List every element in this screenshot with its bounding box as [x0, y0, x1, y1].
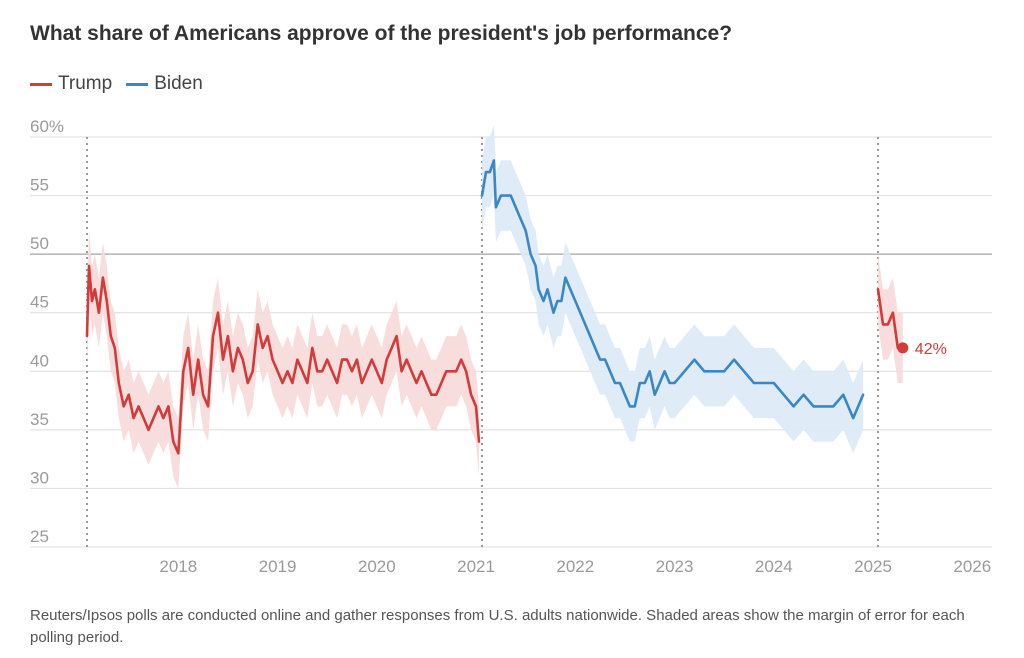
series-line-biden-1: [480, 159, 865, 420]
chart-title: What share of Americans approve of the p…: [30, 22, 733, 45]
x-tick-label: 2018: [159, 557, 197, 576]
legend-swatch-biden: [126, 82, 149, 86]
endpoint-label: 42%: [915, 341, 947, 358]
legend-item-trump: Trump: [30, 73, 112, 95]
x-tick-label: 2020: [358, 557, 396, 576]
y-tick-label: 60%: [30, 117, 64, 136]
legend-item-biden: Biden: [126, 73, 203, 95]
approval-chart: 25 30 35 40 45 50 55 60% 2018 2019 2020 2021 2022 202…: [30, 117, 992, 576]
legend-label-biden: Biden: [154, 73, 203, 94]
x-tick-label: 2019: [259, 557, 297, 576]
error-band-biden-1: [482, 125, 864, 454]
y-tick-label: 35: [30, 410, 49, 429]
x-tick-label: 2023: [656, 557, 694, 576]
legend-label-trump: Trump: [58, 73, 113, 94]
x-tick-label: 2022: [556, 557, 594, 576]
x-tick-label: 2024: [755, 557, 793, 576]
y-tick-label: 30: [30, 468, 49, 487]
y-tick-label: 45: [30, 293, 49, 312]
error-band-trump-0: [87, 230, 479, 489]
y-tick-label: 25: [30, 527, 49, 546]
x-tick-label: 2025: [854, 557, 892, 576]
y-tick-label: 40: [30, 351, 49, 370]
y-tick-label: 50: [30, 234, 49, 253]
legend: Trump Biden: [30, 73, 203, 95]
endpoint-marker: [897, 342, 909, 354]
footnote: Reuters/Ipsos polls are conducted online…: [30, 607, 965, 646]
legend-swatch-trump: [30, 82, 52, 86]
y-tick-label: 55: [30, 176, 49, 195]
x-tick-label: 2021: [457, 557, 495, 576]
x-tick-label: 2026: [953, 557, 991, 576]
series-line-trump-0: [85, 264, 481, 455]
